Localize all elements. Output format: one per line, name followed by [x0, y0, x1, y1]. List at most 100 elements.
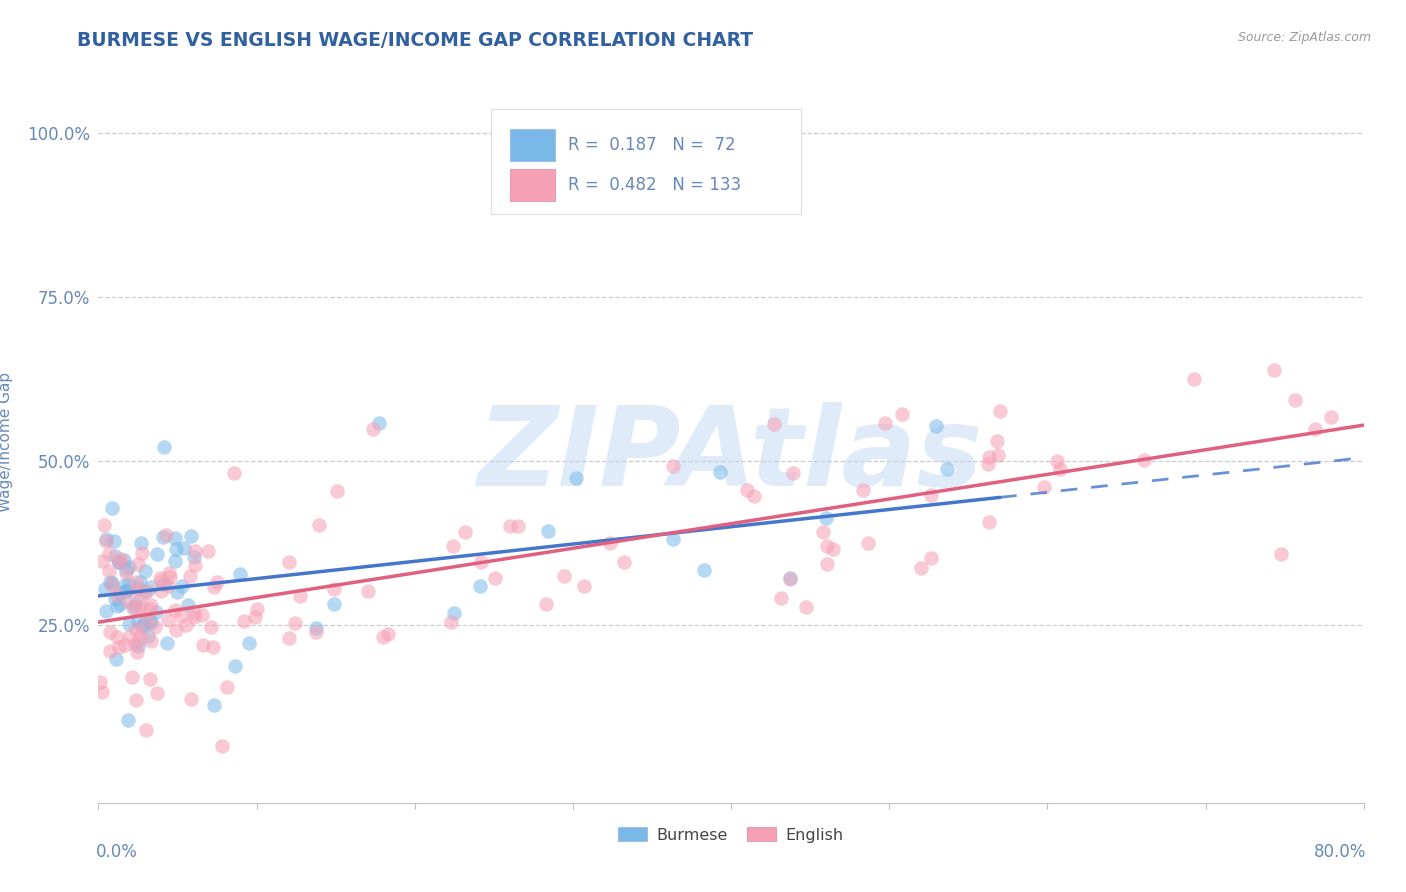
Point: [197, 544, 219, 558]
Point: [238, 636, 260, 650]
Point: [326, 483, 349, 498]
Point: [107, 640, 129, 654]
Point: [150, 583, 173, 598]
Point: [103, 533, 125, 548]
Point: [233, 615, 256, 629]
Point: [129, 536, 152, 550]
Point: [166, 585, 188, 599]
Point: [782, 466, 804, 480]
Point: [153, 577, 176, 591]
Point: [910, 561, 932, 575]
Point: [108, 586, 131, 600]
Point: [98, 625, 121, 640]
Point: [977, 516, 1000, 530]
Point: [159, 569, 181, 583]
Point: [165, 623, 187, 637]
Point: [118, 560, 141, 574]
Point: [693, 563, 716, 577]
Point: [146, 686, 169, 700]
Point: [173, 541, 195, 556]
Point: [1046, 453, 1069, 467]
Point: [98, 547, 121, 561]
Point: [105, 589, 128, 603]
Point: [323, 597, 346, 611]
Point: [143, 620, 166, 634]
Point: [224, 466, 246, 480]
Point: [920, 487, 942, 501]
Point: [145, 605, 167, 619]
Point: [201, 640, 224, 655]
Text: ZIPAtlas: ZIPAtlas: [478, 402, 984, 509]
Point: [229, 567, 252, 582]
Point: [128, 602, 150, 616]
Y-axis label: Wage/Income Gap: Wage/Income Gap: [0, 371, 13, 512]
Point: [553, 569, 575, 583]
Point: [177, 598, 200, 612]
Point: [94, 533, 117, 548]
Point: [377, 626, 399, 640]
Point: [121, 670, 143, 684]
Point: [156, 613, 179, 627]
Point: [139, 615, 162, 629]
Point: [762, 417, 785, 431]
Point: [174, 618, 197, 632]
Point: [165, 541, 187, 556]
Point: [107, 553, 129, 567]
Point: [89, 674, 111, 689]
Point: [1270, 547, 1292, 561]
Point: [97, 564, 120, 578]
Point: [988, 403, 1011, 417]
Point: [357, 583, 380, 598]
Point: [127, 558, 149, 572]
Point: [1133, 453, 1156, 467]
Point: [246, 602, 269, 616]
Point: [875, 416, 897, 430]
Point: [1033, 480, 1056, 494]
Point: [163, 603, 186, 617]
Point: [105, 631, 128, 645]
Point: [172, 579, 194, 593]
Point: [91, 685, 114, 699]
Point: [284, 615, 307, 630]
Point: [813, 525, 835, 540]
Point: [565, 471, 588, 485]
Point: [202, 580, 225, 594]
Point: [979, 450, 1001, 464]
Point: [122, 600, 145, 615]
Point: [91, 554, 114, 568]
Text: R =  0.187   N =  72: R = 0.187 N = 72: [568, 136, 735, 154]
Point: [858, 535, 880, 549]
Point: [815, 539, 838, 553]
Point: [96, 604, 118, 618]
Point: [136, 583, 159, 598]
Point: [125, 583, 148, 598]
Point: [117, 594, 139, 608]
Point: [98, 574, 121, 589]
Point: [103, 591, 125, 606]
Text: R =  0.482   N = 133: R = 0.482 N = 133: [568, 176, 741, 194]
Point: [179, 569, 201, 583]
Point: [363, 422, 385, 436]
Point: [129, 575, 152, 590]
Point: [101, 578, 124, 592]
Point: [110, 597, 132, 611]
Point: [104, 549, 127, 564]
Point: [368, 416, 391, 430]
Point: [243, 610, 266, 624]
Text: BURMESE VS ENGLISH WAGE/INCOME GAP CORRELATION CHART: BURMESE VS ENGLISH WAGE/INCOME GAP CORRE…: [77, 31, 754, 50]
Point: [920, 551, 942, 566]
Point: [93, 517, 115, 532]
Point: [114, 639, 136, 653]
Point: [1303, 422, 1326, 436]
Point: [131, 545, 153, 559]
Point: [891, 407, 914, 421]
FancyBboxPatch shape: [510, 129, 555, 161]
Point: [139, 580, 162, 594]
Point: [180, 691, 202, 706]
Point: [139, 615, 162, 630]
Point: [129, 589, 152, 603]
Point: [735, 483, 758, 497]
Point: [484, 571, 506, 585]
Point: [599, 536, 621, 550]
Point: [129, 599, 152, 614]
